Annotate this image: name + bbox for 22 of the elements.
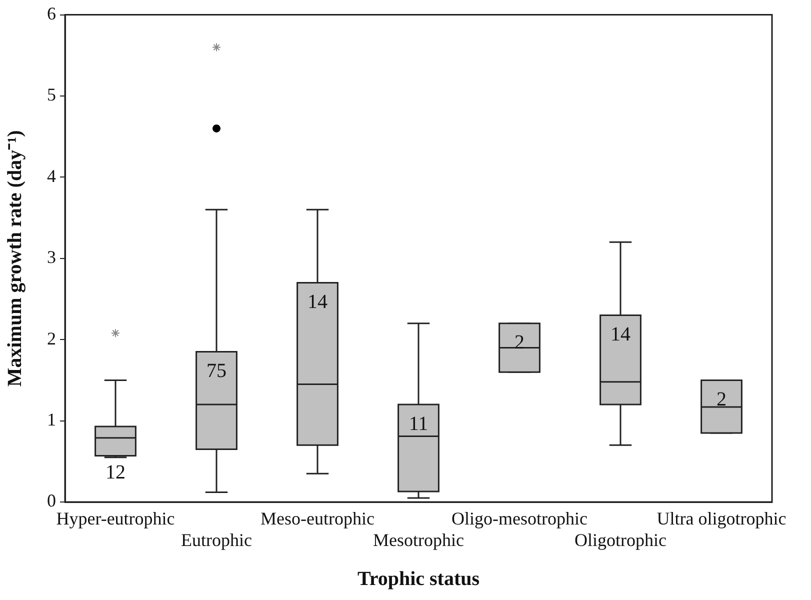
annotation: 14 <box>308 291 328 314</box>
y-tick-label: 6 <box>47 4 56 24</box>
x-tick-label: Oligotrophic <box>574 530 666 550</box>
y-tick-label: 2 <box>47 328 56 348</box>
annotation: 75 <box>206 360 226 382</box>
x-axis-title: Trophic status <box>357 568 480 590</box>
x-tick-label: Oligo-mesotrophic <box>452 508 588 529</box>
x-tick-label: Ultra oligotrophic <box>656 508 786 529</box>
x-tick-label: Mesotrophic <box>373 530 464 550</box>
y-tick-label: 4 <box>47 166 56 186</box>
annotation: 14 <box>610 323 630 346</box>
y-tick-label: 3 <box>47 247 56 268</box>
annotation: 2 <box>716 388 726 410</box>
annotation: 11 <box>408 412 428 435</box>
annotation: 12 <box>106 462 126 484</box>
y-tick-label: 1 <box>47 410 56 430</box>
y-tick-label: 0 <box>47 490 56 511</box>
y-tick-label: 5 <box>47 84 56 105</box>
x-tick-label: Meso-eutrophic <box>260 508 374 529</box>
x-tick-label: Eutrophic <box>181 530 252 550</box>
y-axis-title: Maximum growth rate (day⁻¹) <box>4 130 26 387</box>
x-tick-label: Hyper-eutrophic <box>56 508 175 529</box>
